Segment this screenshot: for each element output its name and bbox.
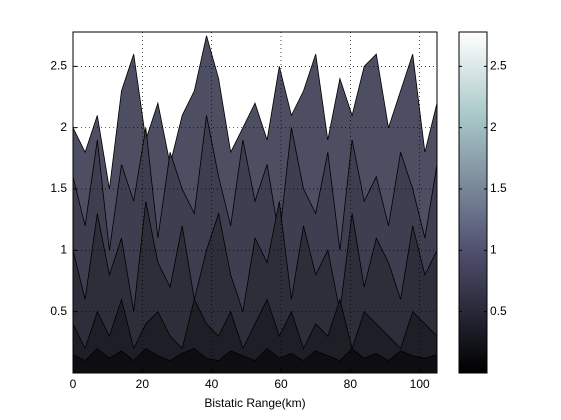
- x-tick-label: 80: [344, 377, 358, 391]
- surface-profile: [73, 347, 437, 362]
- colorbar-tick-label: 1.5: [490, 181, 507, 195]
- x-tick-label: 60: [274, 377, 288, 391]
- x-axis-label: Bistatic Range(km): [204, 396, 305, 410]
- plot-area: [73, 35, 437, 373]
- y-tick-label: 2.5: [50, 59, 67, 73]
- colorbar-tick-label: 1: [490, 243, 497, 257]
- axes-box: [72, 31, 438, 374]
- x-tick-label: 0: [70, 377, 77, 391]
- colorbar-tick-label: 2: [490, 120, 497, 134]
- x-tick-label: 40: [205, 377, 219, 391]
- colorbar: [458, 31, 488, 374]
- x-tick-label: 20: [136, 377, 150, 391]
- colorbar-tick-label: 2.5: [490, 59, 507, 73]
- y-tick-label: 0.5: [50, 304, 67, 318]
- surface-profile: [73, 115, 437, 251]
- y-tick-label: 2: [60, 120, 67, 134]
- colorbar-tick-label: 0.5: [490, 304, 507, 318]
- x-tick-label: 100: [410, 377, 430, 391]
- y-tick-label: 1: [60, 243, 67, 257]
- surface-profile: [73, 297, 437, 350]
- y-tick-label: 1.5: [50, 181, 67, 195]
- surface-profile: [73, 35, 437, 190]
